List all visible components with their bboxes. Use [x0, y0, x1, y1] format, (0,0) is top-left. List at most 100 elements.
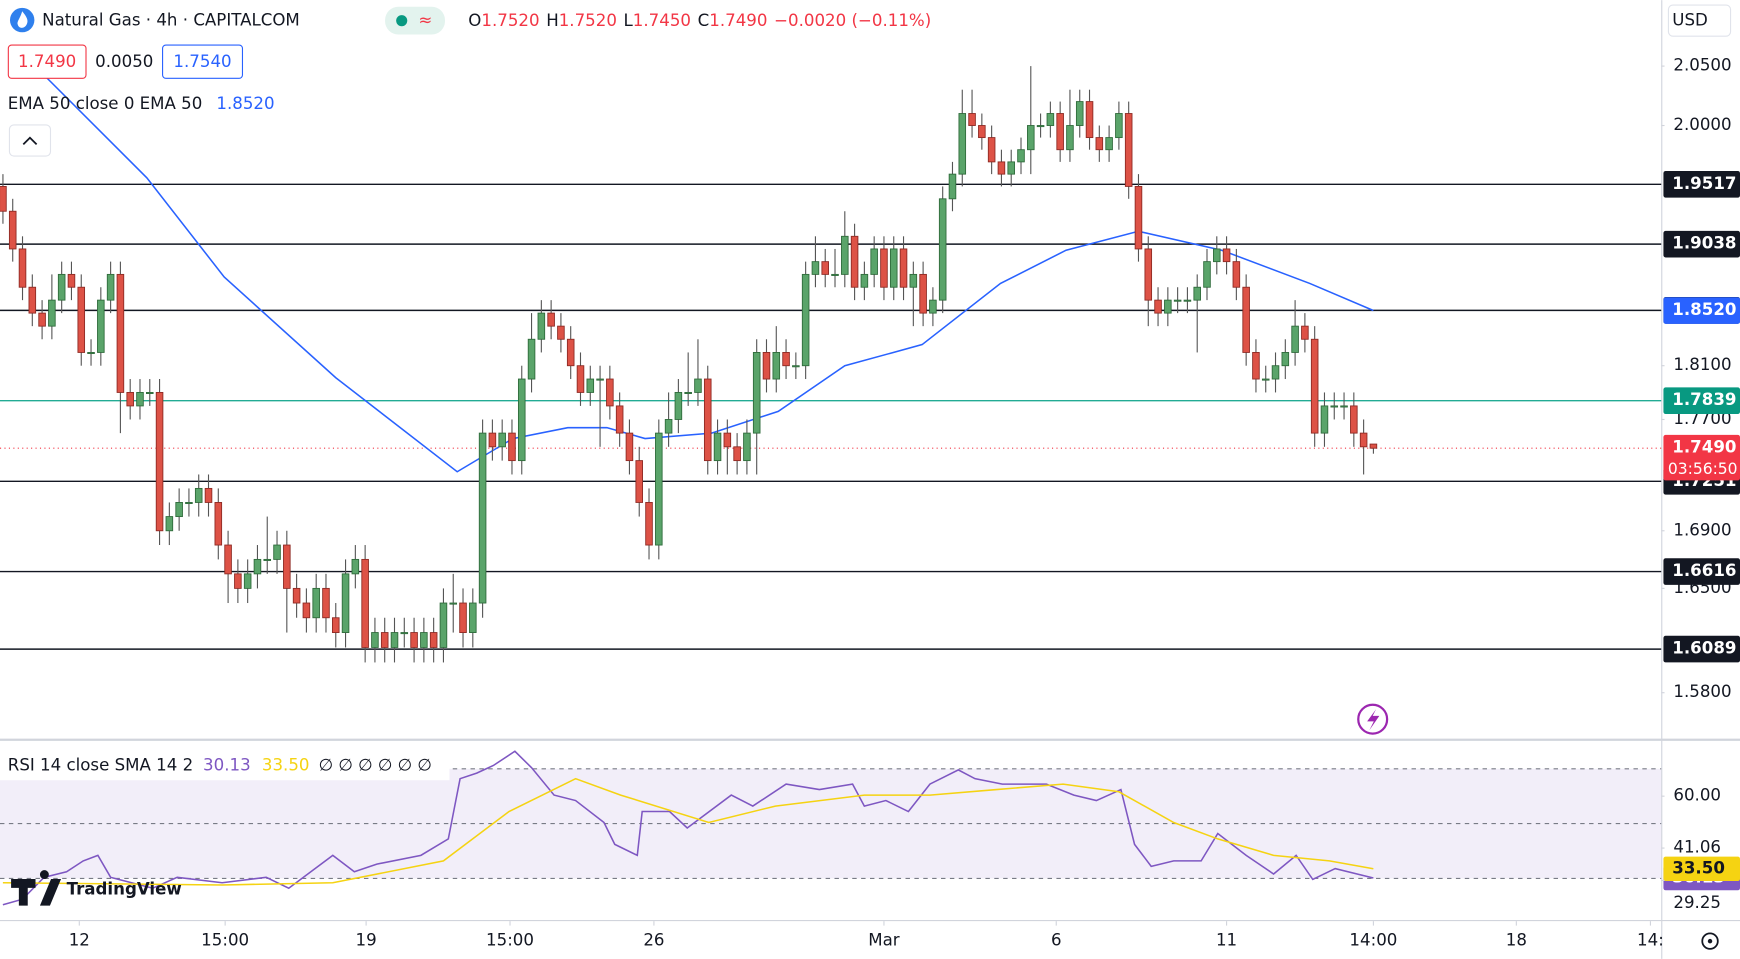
candle-body: [106, 273, 115, 301]
candle-body: [1350, 405, 1358, 434]
x-tick-label: 11: [1216, 931, 1237, 950]
candle-body: [429, 632, 438, 648]
x-tick-label: Mar: [868, 931, 900, 950]
y-tick-label: 1.5800: [1673, 682, 1731, 701]
y-tick-label: 60.00: [1673, 786, 1721, 805]
candle-body: [1320, 405, 1329, 434]
candle-body: [1164, 299, 1172, 314]
candle-body: [263, 558, 272, 561]
currency[interactable]: USD: [1672, 11, 1708, 30]
candle-body: [97, 299, 105, 353]
buy-price[interactable]: 1.7540: [173, 52, 231, 71]
marker-level-tag: 1.7839: [1672, 390, 1736, 409]
candle-body: [234, 573, 242, 589]
rsi-value-tag: 33.50: [1672, 858, 1725, 877]
candle-body: [469, 602, 477, 633]
candle-body: [655, 432, 663, 546]
candle-body: [1271, 365, 1280, 380]
candle-body: [1281, 352, 1290, 367]
candle-body: [694, 378, 702, 393]
rsi-line: [2, 777, 1374, 886]
candle-body: [312, 587, 320, 619]
candle-body: [1144, 248, 1153, 301]
ema-legend-value: 1.8520: [216, 94, 274, 113]
candle-body: [929, 299, 937, 314]
plot-layer: 2.05002.00001.81001.77001.69001.65001.58…: [0, 56, 1740, 950]
sell-button[interactable]: [7, 44, 87, 79]
candle-body: [909, 273, 918, 288]
candle-body: [1173, 299, 1182, 302]
candle-body: [204, 487, 213, 503]
candle-body: [146, 391, 154, 394]
candle-body: [18, 248, 27, 288]
candle-body: [615, 405, 624, 434]
candle-body: [870, 248, 878, 275]
sell-price[interactable]: 1.7490: [18, 52, 76, 71]
x-tick-label: 15:00: [486, 931, 534, 950]
ohlc-key: H: [546, 11, 559, 30]
candle-body: [1075, 101, 1084, 126]
y-tick-label: 29.25: [1673, 893, 1721, 912]
candle-body: [733, 446, 741, 462]
lightning-glyph: [1367, 709, 1380, 731]
candle-body: [1134, 185, 1143, 250]
ema-legend-name[interactable]: EMA 50 close 0 EMA 50: [8, 94, 203, 113]
rsi-legend-name[interactable]: RSI 14 close SMA 14 2: [8, 755, 193, 774]
candle-body: [850, 235, 859, 288]
candle-body: [831, 273, 839, 276]
candle-body: [1183, 299, 1192, 302]
candle-body: [782, 352, 790, 367]
candle-body: [459, 602, 467, 633]
candle-body: [1017, 149, 1025, 163]
candle-body: [1115, 113, 1123, 139]
level-tag-bg: [1663, 230, 1740, 258]
candle-body: [371, 632, 379, 648]
candle-body: [322, 587, 330, 619]
candle-body: [67, 273, 76, 288]
y-tick-label: 1.8100: [1673, 355, 1731, 374]
candle-body: [821, 261, 829, 275]
candle-body: [1232, 261, 1241, 288]
candle-body: [792, 365, 800, 368]
candle-body: [253, 558, 262, 575]
spread: 0.0050: [95, 52, 153, 71]
x-tick-label: 18: [1506, 931, 1527, 950]
level-tag-bg: [1663, 635, 1740, 663]
candle-body: [292, 587, 301, 604]
symbol-title[interactable]: Natural Gas · 4h · CAPITALCOM: [42, 11, 300, 30]
candle-body: [449, 602, 458, 605]
level-tag: 1.6089: [1672, 639, 1736, 658]
candle-body: [126, 391, 134, 407]
candle-body: [752, 352, 761, 434]
candle-body: [224, 544, 232, 575]
level-tag: 1.9038: [1672, 234, 1736, 253]
collapse-button[interactable]: [8, 124, 52, 157]
candle-body: [1193, 286, 1201, 301]
candle-body: [48, 299, 56, 327]
currency-button[interactable]: [1667, 4, 1732, 37]
candle-body: [185, 502, 193, 505]
candle-body: [1007, 161, 1015, 175]
candle-body: [1213, 248, 1221, 263]
candle-body: [488, 432, 497, 448]
candle-body: [194, 487, 203, 503]
settings-icon[interactable]: [1701, 932, 1719, 950]
candle-body: [606, 378, 614, 407]
buy-button[interactable]: [162, 44, 244, 79]
rsi-legend-backdrop: [0, 751, 450, 781]
status-pill[interactable]: [385, 6, 445, 35]
flame-glyph: [17, 11, 28, 28]
level-tag: 1.6616: [1672, 561, 1736, 580]
candle-body: [400, 632, 409, 635]
candle-body: [547, 312, 555, 327]
level-tag: 1.9517: [1672, 174, 1736, 193]
candle-body: [811, 261, 820, 275]
candle-body: [664, 419, 673, 434]
candle-body: [87, 352, 95, 354]
candle-body: [723, 432, 732, 448]
candle-body: [645, 502, 653, 546]
candle-body: [77, 286, 86, 353]
rsi-na-values: ∅ ∅ ∅ ∅ ∅ ∅: [318, 755, 431, 774]
ohlc-value: 1.7450: [633, 11, 691, 30]
